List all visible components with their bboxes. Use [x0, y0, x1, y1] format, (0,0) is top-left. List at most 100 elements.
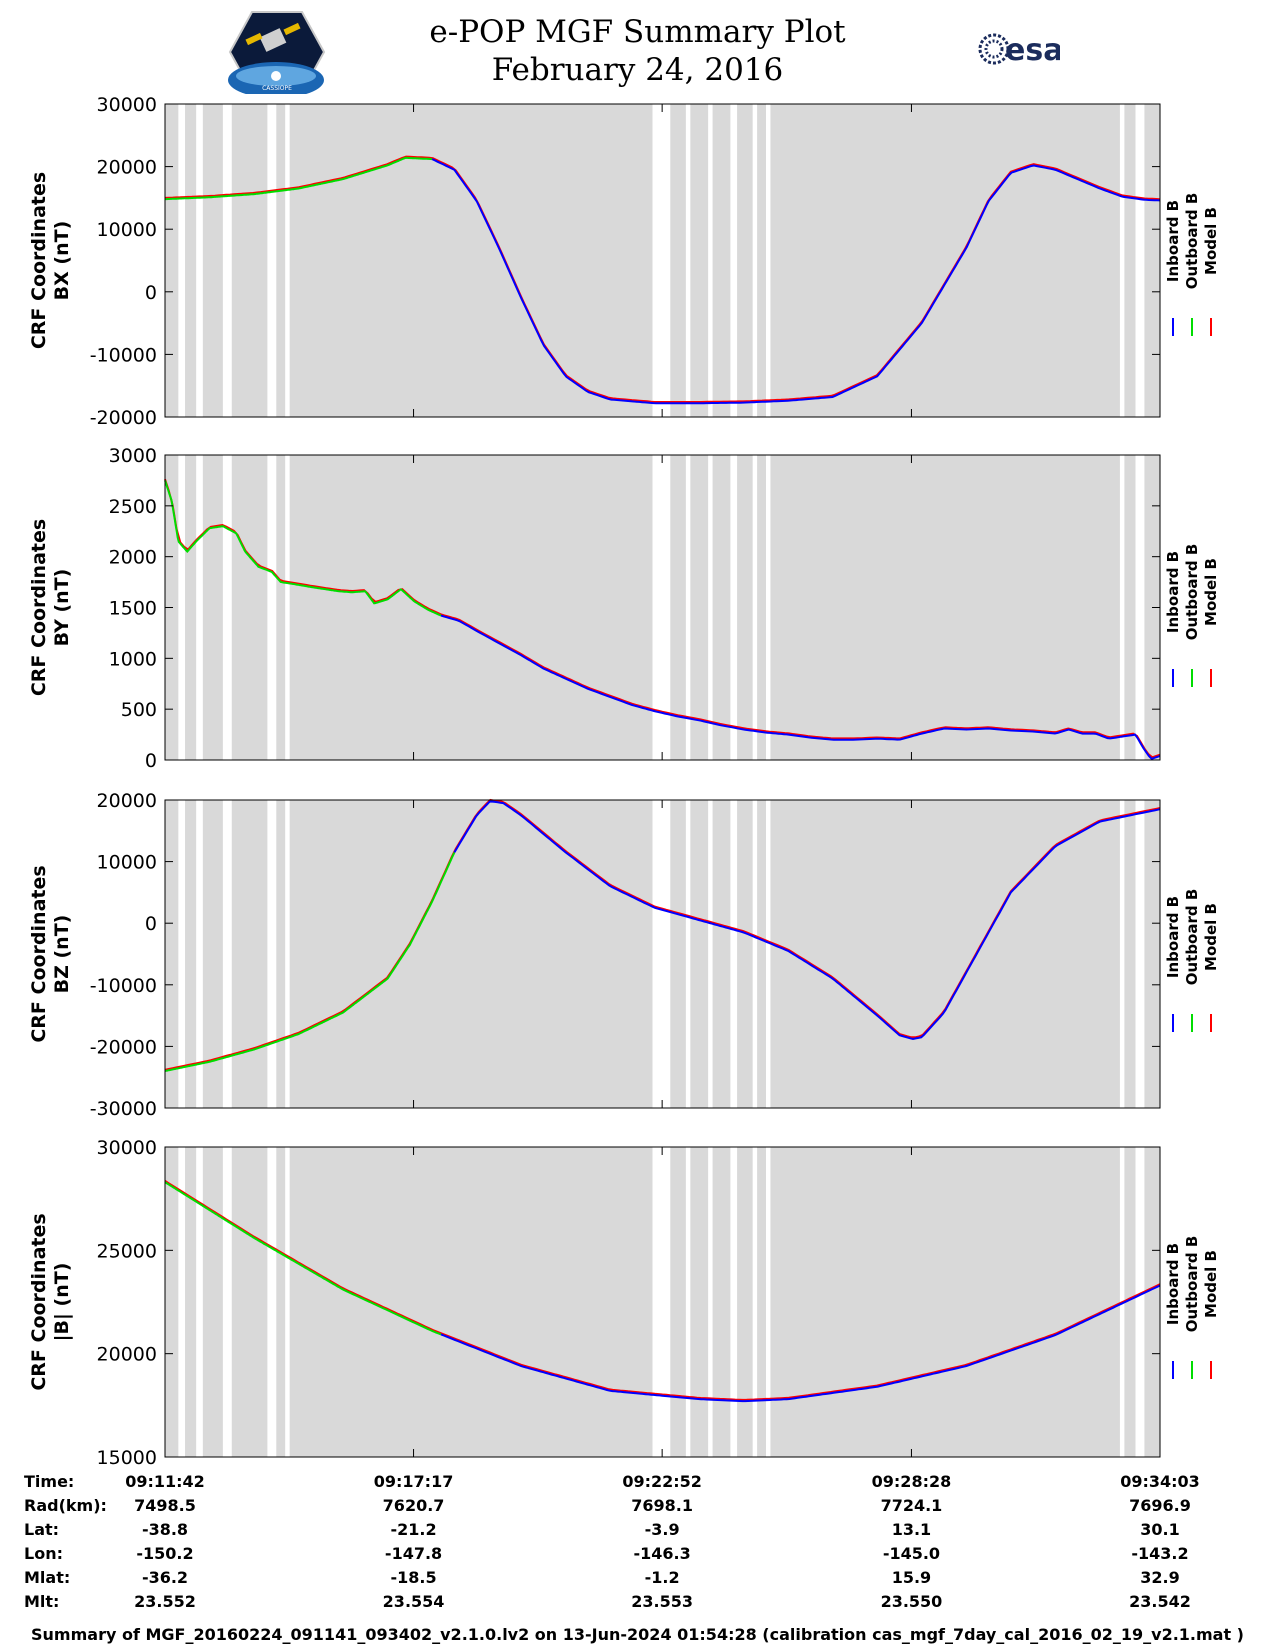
- orbit-row-label: Rad(km):: [24, 1496, 107, 1515]
- data-gap-bar: [652, 104, 671, 417]
- orbit-row-label: Time:: [24, 1472, 74, 1491]
- orbit-cell: 7696.9: [1129, 1496, 1191, 1515]
- series-line-inboard-b: [453, 800, 1161, 1041]
- y-tick-label: -10000: [90, 344, 157, 366]
- y-tick-label: 20000: [97, 157, 157, 179]
- page-title: e-POP MGF Summary Plot: [429, 14, 846, 50]
- y-tick-label: 0: [145, 282, 157, 304]
- orbit-cell: -1.2: [645, 1568, 680, 1587]
- data-gap-bar: [222, 455, 232, 760]
- orbit-cell: 13.1: [892, 1520, 931, 1539]
- data-gap-bar: [196, 1147, 203, 1457]
- data-gap-bar: [766, 800, 771, 1108]
- orbit-cell: 09:22:52: [622, 1472, 702, 1491]
- orbit-cell: 09:28:28: [872, 1472, 952, 1491]
- y-tick-label: 3000: [109, 445, 157, 467]
- data-gap-bar: [752, 800, 758, 1108]
- y-tick-label: 1500: [109, 598, 157, 620]
- data-gap-bar: [685, 455, 691, 760]
- data-gap-bar: [178, 800, 186, 1108]
- data-gap-bar: [652, 1147, 671, 1457]
- legend-label: Outboard B: [1183, 889, 1201, 986]
- legend-label: Inboard B: [1164, 200, 1182, 282]
- data-gap-bar: [752, 104, 758, 417]
- data-gap-bar: [1135, 104, 1145, 417]
- orbit-cell: -143.2: [1131, 1544, 1188, 1563]
- orbit-cell: -38.8: [142, 1520, 188, 1539]
- orbit-cell: 23.542: [1129, 1592, 1191, 1611]
- series-line-inboard-b: [440, 1284, 1161, 1403]
- data-gap-bar: [267, 455, 277, 760]
- series-line-inboard-b: [440, 614, 1161, 760]
- chart-panel-b_total: 30000 25000 20000 15000 CRF Coordinates |B| (…: [28, 1137, 1220, 1469]
- orbit-cell: 7498.5: [134, 1496, 196, 1515]
- orbit-cell: 09:17:17: [374, 1472, 454, 1491]
- y-axis-label: |B| (nT): [51, 1263, 73, 1342]
- data-gap-bar: [285, 455, 290, 760]
- y-tick-label: 20000: [97, 790, 157, 812]
- data-gap-bar: [196, 104, 203, 417]
- data-gap-bar: [1135, 800, 1145, 1108]
- series-line-outboard-b: [164, 1181, 442, 1336]
- y-tick-label: -20000: [90, 1036, 157, 1058]
- data-gap-bar: [730, 1147, 738, 1457]
- header: e-POP MGF Summary Plot February 24, 2016…: [0, 0, 1275, 100]
- orbit-cell: 7698.1: [631, 1496, 693, 1515]
- y-tick-label: 10000: [97, 219, 157, 241]
- orbit-cell: 32.9: [1140, 1568, 1179, 1587]
- y-tick-label: 2500: [109, 496, 157, 518]
- y-axis-label: CRF Coordinates: [28, 1213, 50, 1390]
- chart-panel-by: 3000 2500 2000 1500 1000 500 0 CRF Coordinates B…: [28, 445, 1220, 772]
- series-line-inboard-b: [431, 158, 1161, 405]
- y-tick-label: -30000: [90, 1098, 157, 1120]
- orbit-cell: 23.553: [631, 1592, 693, 1611]
- data-gap-bar: [196, 455, 203, 760]
- orbit-cell: 30.1: [1140, 1520, 1179, 1539]
- data-gap-bar: [178, 1147, 186, 1457]
- y-tick-label: 0: [145, 913, 157, 935]
- data-gap-bar: [652, 455, 671, 760]
- orbit-cell: -150.2: [136, 1544, 193, 1563]
- legend-label: Inboard B: [1164, 896, 1182, 978]
- legend-label: Outboard B: [1183, 1236, 1201, 1333]
- data-gap-bar: [1119, 104, 1125, 417]
- legend-label: Inboard B: [1164, 1243, 1182, 1325]
- orbit-cell: -21.2: [390, 1520, 436, 1539]
- orbit-row-label: Lat:: [24, 1520, 59, 1539]
- data-gap-bar: [708, 104, 713, 417]
- y-tick-label: 30000: [97, 1137, 157, 1159]
- data-gap-bar: [267, 104, 277, 417]
- data-gap-bar: [267, 800, 277, 1108]
- orbit-cell: 23.552: [134, 1592, 196, 1611]
- series-line-outboard-b: [164, 156, 433, 201]
- orbit-cell: -147.8: [385, 1544, 442, 1563]
- footer-caption: Summary of MGF_20160224_091141_093402_v2…: [31, 1625, 1244, 1644]
- legend-label: Inboard B: [1164, 551, 1182, 633]
- legend-label: Model B: [1202, 1250, 1220, 1318]
- y-axis-label: BX (nT): [51, 221, 73, 301]
- data-gap-bar: [752, 455, 758, 760]
- data-gap-bar: [730, 800, 738, 1108]
- legend-label: Outboard B: [1183, 544, 1201, 641]
- data-gap-bar: [766, 455, 771, 760]
- orbit-cell: 7620.7: [383, 1496, 445, 1515]
- y-axis-label: BY (nT): [51, 569, 73, 647]
- orbit-row-label: Mlat:: [24, 1568, 70, 1587]
- series-line-model-b: [164, 478, 1161, 759]
- series-line-outboard-b: [164, 480, 442, 617]
- page-date: February 24, 2016: [491, 52, 784, 88]
- data-gap-bar: [222, 1147, 232, 1457]
- data-gap-bar: [196, 800, 203, 1108]
- orbit-cell: 23.550: [881, 1592, 943, 1611]
- y-tick-label: 20000: [97, 1344, 157, 1366]
- data-gap-bar: [285, 104, 290, 417]
- orbit-cell: -146.3: [634, 1544, 691, 1563]
- data-gap-bar: [222, 800, 232, 1108]
- y-tick-label: 0: [145, 750, 157, 772]
- data-gap-bar: [766, 104, 771, 417]
- cassiope-logo: CASSIOPE: [228, 11, 326, 94]
- series-line-model-b: [164, 1180, 1161, 1401]
- chart-panel-bx: 30000 20000 10000 0 -10000 -20000 CRF Coordina…: [28, 94, 1220, 429]
- data-gap-bar: [267, 1147, 277, 1457]
